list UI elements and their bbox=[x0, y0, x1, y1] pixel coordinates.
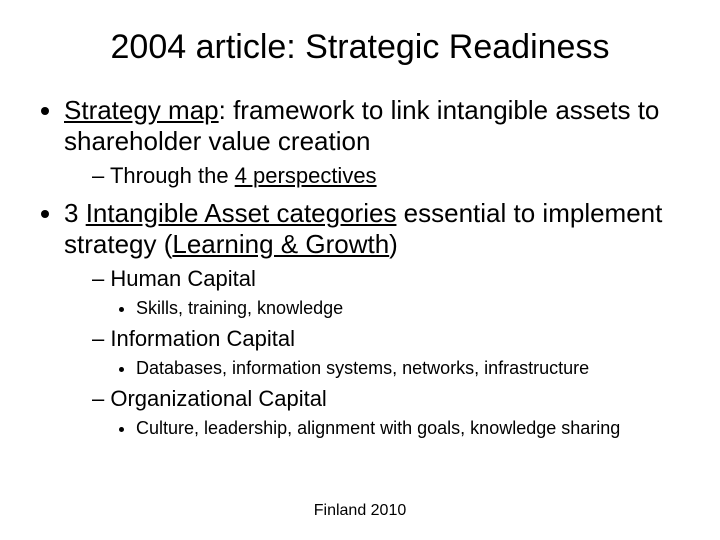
detail-list-human: Skills, training, knowledge bbox=[92, 297, 690, 320]
subbullet-organizational-capital: Organizational Capital Culture, leadersh… bbox=[92, 385, 690, 439]
detail-organizational-capital: Culture, leadership, alignment with goal… bbox=[136, 417, 690, 440]
bullet-list: Strategy map: framework to link intangib… bbox=[30, 95, 690, 439]
detail-human-capital: Skills, training, knowledge bbox=[136, 297, 690, 320]
text-strategy-map-underline: Strategy map bbox=[64, 95, 219, 125]
detail-list-information: Databases, information systems, networks… bbox=[92, 357, 690, 380]
detail-information-capital: Databases, information systems, networks… bbox=[136, 357, 690, 380]
subbullet-information-capital: Information Capital Databases, informati… bbox=[92, 325, 690, 379]
text-three: 3 bbox=[64, 198, 86, 228]
sublist-capitals: Human Capital Skills, training, knowledg… bbox=[64, 265, 690, 439]
detail-list-organizational: Culture, leadership, alignment with goal… bbox=[92, 417, 690, 440]
label-information-capital: Information Capital bbox=[110, 326, 295, 351]
bullet-intangible-assets: 3 Intangible Asset categories essential … bbox=[64, 198, 690, 439]
text-through: Through the bbox=[110, 163, 235, 188]
slide-footer: Finland 2010 bbox=[0, 502, 720, 520]
text-4-perspectives: 4 perspectives bbox=[235, 163, 377, 188]
text-paren-close: ) bbox=[389, 229, 398, 259]
label-organizational-capital: Organizational Capital bbox=[110, 386, 326, 411]
text-learning-growth: Learning & Growth bbox=[172, 229, 389, 259]
bullet-strategy-map: Strategy map: framework to link intangib… bbox=[64, 95, 690, 190]
subbullet-human-capital: Human Capital Skills, training, knowledg… bbox=[92, 265, 690, 319]
label-human-capital: Human Capital bbox=[110, 266, 256, 291]
subbullet-perspectives: Through the 4 perspectives bbox=[92, 162, 690, 190]
slide: 2004 article: Strategic Readiness Strate… bbox=[0, 0, 720, 540]
sublist-strategy-map: Through the 4 perspectives bbox=[64, 162, 690, 190]
text-intangible-categories: Intangible Asset categories bbox=[86, 198, 397, 228]
slide-title: 2004 article: Strategic Readiness bbox=[30, 28, 690, 67]
